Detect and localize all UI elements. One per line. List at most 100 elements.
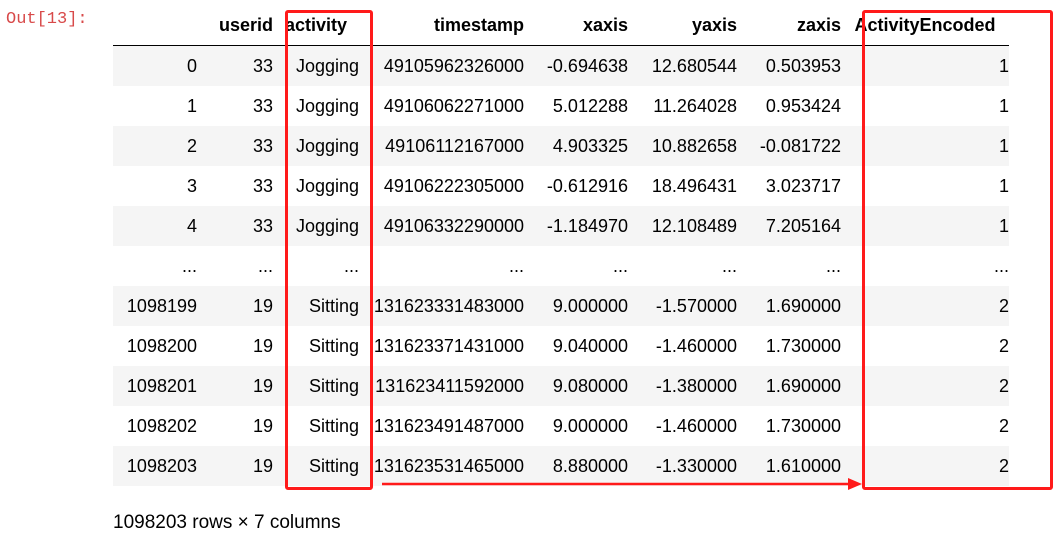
table-row: 2 33 Jogging 49106112167000 4.903325 10.88265…	[113, 126, 1009, 166]
table-row: ........................	[113, 246, 1009, 286]
table-row: 1098199 19 Sitting 131623331483000 9.000000-…	[113, 286, 1009, 326]
cell-yaxis: 18.496431	[651, 175, 737, 196]
table-row: 1098201 19 Sitting 131623411592000 9.080000-…	[113, 366, 1009, 406]
cell-xaxis: 9.000000	[552, 415, 628, 436]
cell-zaxis: 3.023717	[765, 175, 841, 196]
column-header-xaxis: xaxis	[524, 5, 628, 46]
cell-xaxis: -0.694638	[524, 45, 628, 86]
cell-userid: 19	[252, 415, 273, 436]
cell-userid: 33	[252, 175, 273, 196]
table-row: 4 33 Jogging 49106332290000 -1.184970 12.1084…	[113, 206, 1009, 246]
cell-timestamp: 49106062271000	[383, 95, 524, 116]
cell-yaxis: -1.460000	[655, 335, 737, 356]
cell-activity-encoded: 2	[998, 415, 1009, 436]
cell-zaxis: 0.953424	[765, 95, 841, 116]
cell-index: 1098199	[113, 286, 197, 326]
cell-xaxis: 5.012288	[552, 95, 628, 116]
cell-timestamp: 131623371431000	[373, 335, 524, 356]
table-row: 1 33 Jogging 49106062271000 5.012288 11.26402…	[113, 86, 1009, 126]
cell-userid: 19	[197, 446, 273, 486]
column-header-zaxis: zaxis	[737, 5, 841, 46]
cell-yaxis: 10.882658	[628, 126, 737, 166]
cell-timestamp: ...	[508, 255, 524, 276]
activity-encoded-column-highlight	[862, 10, 1053, 490]
cell-timestamp: 49106332290000	[359, 206, 524, 246]
cell-zaxis: 1.610000	[737, 446, 841, 486]
cell-activity-encoded: 2	[998, 335, 1009, 356]
cell-activity-encoded: 2	[841, 286, 1009, 326]
table-row: 1098203 19 Sitting 131623531465000 8.880000-…	[113, 446, 1009, 486]
cell-userid: 19	[197, 286, 273, 326]
cell-timestamp: 49106112167000	[359, 126, 524, 166]
output-prompt: Out[13]:	[6, 10, 88, 29]
cell-activity-encoded: 1	[998, 95, 1009, 116]
cell-index: 3	[186, 175, 197, 196]
column-header-index	[113, 5, 197, 46]
cell-zaxis: 1.730000	[765, 335, 841, 356]
dataframe-shape-caption: 1098203 rows × 7 columns	[113, 512, 341, 533]
arrow-head	[848, 478, 862, 490]
cell-userid: 33	[197, 126, 273, 166]
cell-index: 1098203	[113, 446, 197, 486]
cell-timestamp: 131623331483000	[359, 286, 524, 326]
cell-xaxis: -0.612916	[546, 175, 628, 196]
cell-activity: Sitting	[308, 335, 359, 356]
cell-activity-encoded: 2	[841, 366, 1009, 406]
cell-zaxis: 1.730000	[765, 415, 841, 436]
cell-xaxis: 9.000000	[524, 286, 628, 326]
cell-zaxis: 7.205164	[737, 206, 841, 246]
cell-index: 1098200	[126, 335, 197, 356]
cell-timestamp: 131623411592000	[359, 366, 524, 406]
cell-userid: 19	[197, 366, 273, 406]
cell-zaxis: 0.503953	[737, 45, 841, 86]
cell-xaxis: -1.184970	[524, 206, 628, 246]
cell-userid: ...	[257, 255, 273, 276]
cell-timestamp: 49105962326000	[359, 45, 524, 86]
cell-activity-encoded: 2	[841, 446, 1009, 486]
cell-timestamp: 131623491487000	[373, 415, 524, 436]
cell-timestamp: 49106222305000	[383, 175, 524, 196]
cell-userid: 19	[252, 335, 273, 356]
cell-zaxis: 1.690000	[737, 366, 841, 406]
cell-xaxis: 8.880000	[524, 446, 628, 486]
table-row: 1098202 19 Sitting 131623491487000 9.000000 -…	[113, 406, 1009, 446]
cell-xaxis: 9.080000	[524, 366, 628, 406]
cell-zaxis: -0.081722	[737, 126, 841, 166]
cell-yaxis: -1.330000	[628, 446, 737, 486]
table-row: 3 33 Jogging 49106222305000 -0.612916 18.4964…	[113, 166, 1009, 206]
cell-yaxis: 11.264028	[653, 95, 737, 116]
cell-yaxis: ...	[721, 255, 737, 276]
cell-zaxis: 1.690000	[737, 286, 841, 326]
cell-timestamp: 131623531465000	[359, 446, 524, 486]
cell-index: 1	[186, 95, 197, 116]
table-body: 0 33 Jogging 49105962326000 -0.694638 12.6805…	[113, 45, 1009, 486]
cell-index: 2	[113, 126, 197, 166]
cell-activity-encoded: ...	[993, 255, 1009, 276]
column-header-userid: userid	[197, 5, 273, 46]
cell-index: ...	[181, 255, 197, 276]
cell-userid: 33	[197, 45, 273, 86]
column-header-yaxis: yaxis	[628, 5, 737, 46]
cell-index: 1098201	[113, 366, 197, 406]
cell-activity: Jogging	[295, 95, 359, 116]
cell-activity: Jogging	[295, 175, 359, 196]
cell-index: 4	[113, 206, 197, 246]
cell-zaxis: ...	[825, 255, 841, 276]
cell-xaxis: 9.040000	[552, 335, 628, 356]
cell-userid: 33	[197, 206, 273, 246]
table-row: 1098200 19 Sitting 131623371431000 9.040000 -…	[113, 326, 1009, 366]
cell-yaxis: -1.380000	[628, 366, 737, 406]
cell-activity-encoded: 1	[841, 126, 1009, 166]
cell-yaxis: -1.460000	[655, 415, 737, 436]
cell-activity-encoded: 1	[841, 45, 1009, 86]
table-row: 0 33 Jogging 49105962326000 -0.694638 12.6805…	[113, 45, 1009, 86]
cell-index: 1098202	[126, 415, 197, 436]
column-header-timestamp: timestamp	[359, 5, 524, 46]
cell-yaxis: 12.108489	[628, 206, 737, 246]
cell-index: 0	[113, 45, 197, 86]
cell-xaxis: 4.903325	[524, 126, 628, 166]
cell-activity: ...	[343, 255, 359, 276]
cell-userid: 33	[252, 95, 273, 116]
cell-yaxis: -1.570000	[628, 286, 737, 326]
